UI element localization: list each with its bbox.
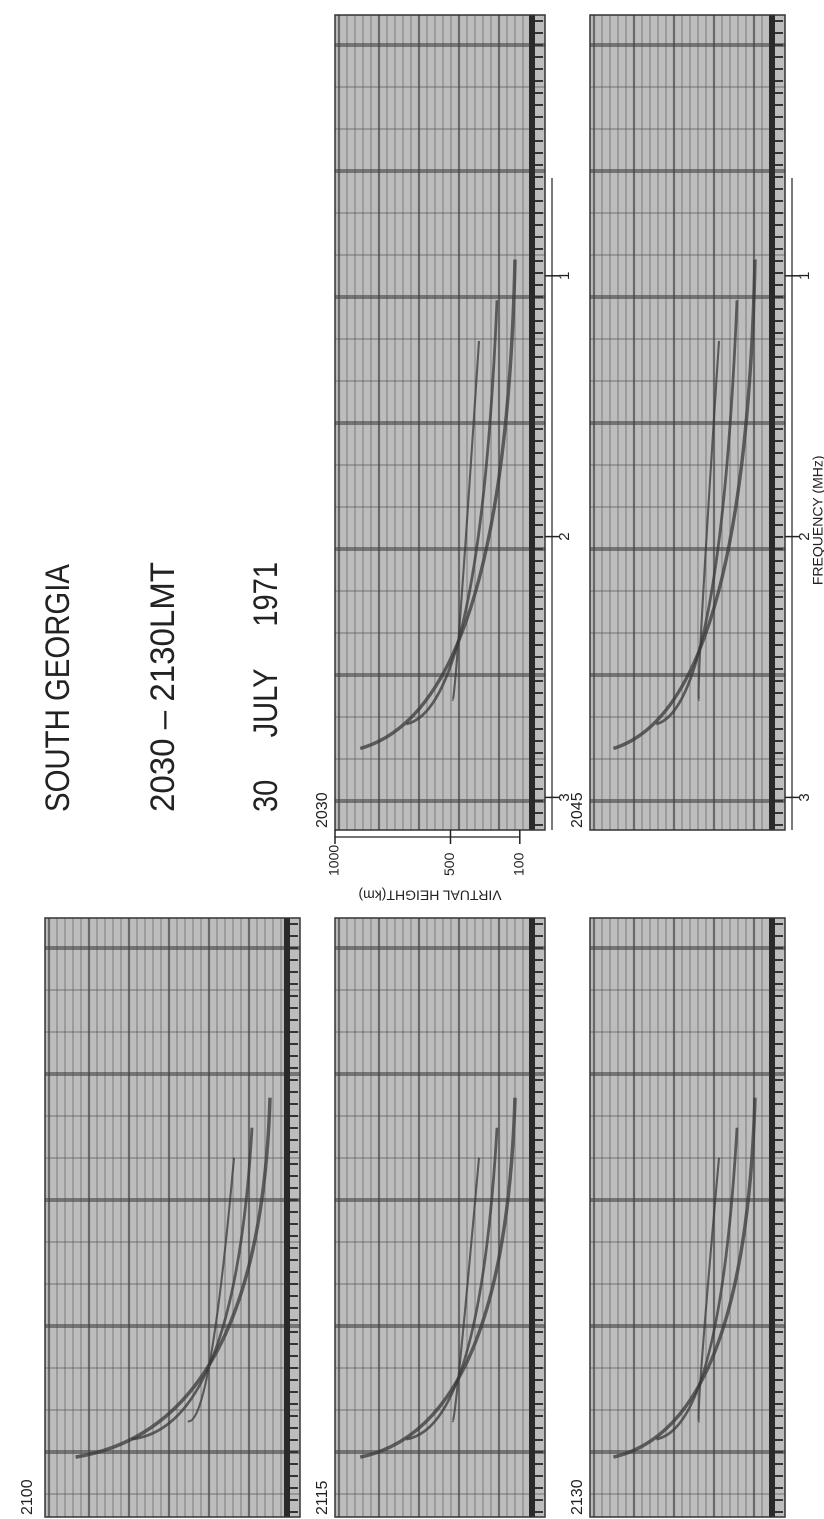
height-tick-label: 500 [441, 852, 457, 876]
ionogram [334, 14, 546, 831]
panel-time: 2100 [19, 1479, 36, 1515]
ionogram-frame [589, 917, 786, 1518]
frequency-tick-label: 2 [796, 532, 813, 540]
echo-trace [406, 1127, 499, 1441]
panel-time: 2130 [569, 1479, 586, 1515]
ionogram-background [45, 918, 300, 1517]
ionogram-frame [334, 14, 546, 831]
frequency-tick-label: 2 [556, 532, 573, 540]
echo-trace [697, 1157, 721, 1423]
echo-trace [451, 340, 481, 701]
frequency-axis-label: FREQUENCY (MHz) [810, 455, 824, 585]
height-axis-label: VIRTUAL HEIGHT(km) [358, 887, 501, 903]
panel-time: 2045 [569, 792, 586, 828]
ionogram [589, 917, 786, 1518]
echo-trace [406, 300, 499, 726]
ground-echo [529, 918, 535, 1517]
ionogram [44, 917, 301, 1518]
frequency-tick-label: 3 [556, 793, 573, 801]
echo-trace [613, 1097, 757, 1459]
echo-trace [75, 1097, 272, 1459]
ionogram [334, 917, 546, 1518]
echo-trace [451, 1157, 481, 1423]
ground-echo [529, 15, 535, 830]
ionogram-frame [334, 917, 546, 1518]
panel-time: 2115 [314, 1480, 331, 1515]
ionogram [589, 14, 786, 831]
frequency-tick-label: 1 [556, 272, 573, 280]
ionogram-frame [589, 14, 786, 831]
echo-trace [359, 259, 517, 751]
frequency-tick-label: 1 [796, 272, 813, 280]
ionogram-frame [44, 917, 301, 1518]
ground-echo [769, 15, 775, 830]
echo-trace [655, 300, 739, 726]
panel-time: 2030 [314, 792, 331, 828]
height-tick-label: 1000 [326, 845, 342, 876]
height-tick-label: 100 [511, 852, 527, 876]
ionogram-background [590, 918, 785, 1517]
ground-echo [769, 918, 775, 1517]
frequency-tick-label: 3 [796, 793, 813, 801]
echo-trace [612, 259, 757, 751]
echo-trace [187, 1157, 236, 1423]
time-range: 2030 – 2130LMT [144, 562, 182, 812]
ground-echo [284, 918, 290, 1517]
ionogram-background [335, 918, 545, 1517]
echo-trace [656, 1127, 739, 1441]
echo-trace [697, 340, 721, 701]
echo-trace [131, 1127, 254, 1441]
date: 30 JULY 1971 [247, 562, 285, 812]
title: SOUTH GEORGIA [39, 564, 77, 812]
echo-trace [359, 1097, 517, 1459]
